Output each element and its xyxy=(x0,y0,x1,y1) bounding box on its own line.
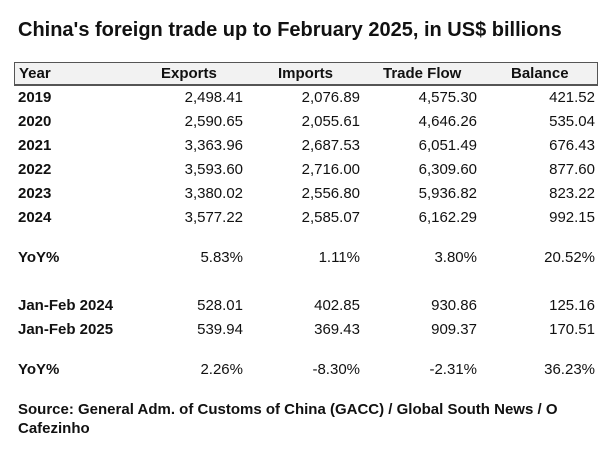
exports-value: 5.83% xyxy=(200,249,243,266)
balance-value: 125.16 xyxy=(549,297,595,314)
trade-flow-value: 6,162.29 xyxy=(418,209,477,226)
trade-flow-value: -2.31% xyxy=(429,361,477,378)
balance-value: 676.43 xyxy=(549,137,595,154)
table-header-row: Year Exports Imports Trade Flow Balance xyxy=(14,62,598,86)
trade-flow-value: 3.80% xyxy=(434,249,477,266)
balance-value: 823.22 xyxy=(549,185,595,202)
trade-flow-value: 4,646.26 xyxy=(418,113,477,130)
table-row: 2021 3,363.96 2,687.53 6,051.49 676.43 xyxy=(14,134,598,158)
imports-value: -8.30% xyxy=(312,361,360,378)
exports-value: 539.94 xyxy=(197,321,243,338)
trade-flow-value: 6,309.60 xyxy=(418,161,477,178)
table-row: Jan-Feb 2024 528.01 402.85 930.86 125.16 xyxy=(14,294,598,318)
table-row: 2020 2,590.65 2,055.61 4,646.26 535.04 xyxy=(14,110,598,134)
row-spacer xyxy=(14,342,598,358)
row-label: 2020 xyxy=(18,113,52,130)
exports-value: 2,498.41 xyxy=(184,89,243,106)
yoy-row-period: YoY% 2.26% -8.30% -2.31% 36.23% xyxy=(14,358,598,382)
balance-value: 36.23% xyxy=(544,361,595,378)
row-spacer xyxy=(14,230,598,246)
imports-value: 369.43 xyxy=(314,321,360,338)
row-label: 2021 xyxy=(18,137,52,154)
table-row: 2022 3,593.60 2,716.00 6,309.60 877.60 xyxy=(14,158,598,182)
trade-flow-value: 909.37 xyxy=(431,321,477,338)
imports-value: 1.11% xyxy=(318,249,360,266)
row-label: 2022 xyxy=(18,161,52,178)
imports-value: 2,687.53 xyxy=(301,137,360,154)
page-title: China's foreign trade up to February 202… xyxy=(18,19,562,41)
balance-value: 535.04 xyxy=(549,113,595,130)
imports-value: 2,585.07 xyxy=(301,209,360,226)
yoy-row-annual: YoY% 5.83% 1.11% 3.80% 20.52% xyxy=(14,246,598,270)
imports-value: 2,556.80 xyxy=(301,185,360,202)
exports-value: 2.26% xyxy=(200,361,243,378)
header-year: Year xyxy=(19,65,51,82)
header-trade-flow: Trade Flow xyxy=(383,65,462,82)
row-label: 2019 xyxy=(18,89,52,106)
imports-value: 2,055.61 xyxy=(301,113,360,130)
balance-value: 170.51 xyxy=(549,321,595,338)
balance-value: 421.52 xyxy=(549,89,595,106)
table-row: 2019 2,498.41 2,076.89 4,575.30 421.52 xyxy=(14,86,598,110)
trade-flow-value: 930.86 xyxy=(431,297,477,314)
trade-flow-value: 5,936.82 xyxy=(418,185,477,202)
imports-value: 2,076.89 xyxy=(301,89,360,106)
row-label: YoY% xyxy=(18,249,60,266)
balance-value: 20.52% xyxy=(544,249,595,266)
row-label: Jan-Feb 2024 xyxy=(18,297,114,314)
exports-value: 2,590.65 xyxy=(184,113,243,130)
row-label: YoY% xyxy=(18,361,60,378)
row-spacer xyxy=(14,270,598,294)
row-label: 2024 xyxy=(18,209,52,226)
trade-flow-value: 6,051.49 xyxy=(418,137,477,154)
row-label: 2023 xyxy=(18,185,52,202)
trade-flow-value: 4,575.30 xyxy=(418,89,477,106)
balance-value: 992.15 xyxy=(549,209,595,226)
imports-value: 2,716.00 xyxy=(301,161,360,178)
exports-value: 3,380.02 xyxy=(184,185,243,202)
exports-value: 3,363.96 xyxy=(184,137,243,154)
exports-value: 528.01 xyxy=(197,297,243,314)
header-balance: Balance xyxy=(511,65,569,82)
table-row: Jan-Feb 2025 539.94 369.43 909.37 170.51 xyxy=(14,318,598,342)
exports-value: 3,593.60 xyxy=(184,161,243,178)
exports-value: 3,577.22 xyxy=(184,209,243,226)
row-label: Jan-Feb 2025 xyxy=(18,321,114,338)
imports-value: 402.85 xyxy=(314,297,360,314)
table-row: 2023 3,380.02 2,556.80 5,936.82 823.22 xyxy=(14,182,598,206)
source-note: Source: General Adm. of Customs of China… xyxy=(18,401,558,437)
header-exports: Exports xyxy=(161,65,217,82)
header-imports: Imports xyxy=(278,65,334,82)
trade-table: Year Exports Imports Trade Flow Balance … xyxy=(14,62,598,382)
balance-value: 877.60 xyxy=(549,161,595,178)
table-row: 2024 3,577.22 2,585.07 6,162.29 992.15 xyxy=(14,206,598,230)
